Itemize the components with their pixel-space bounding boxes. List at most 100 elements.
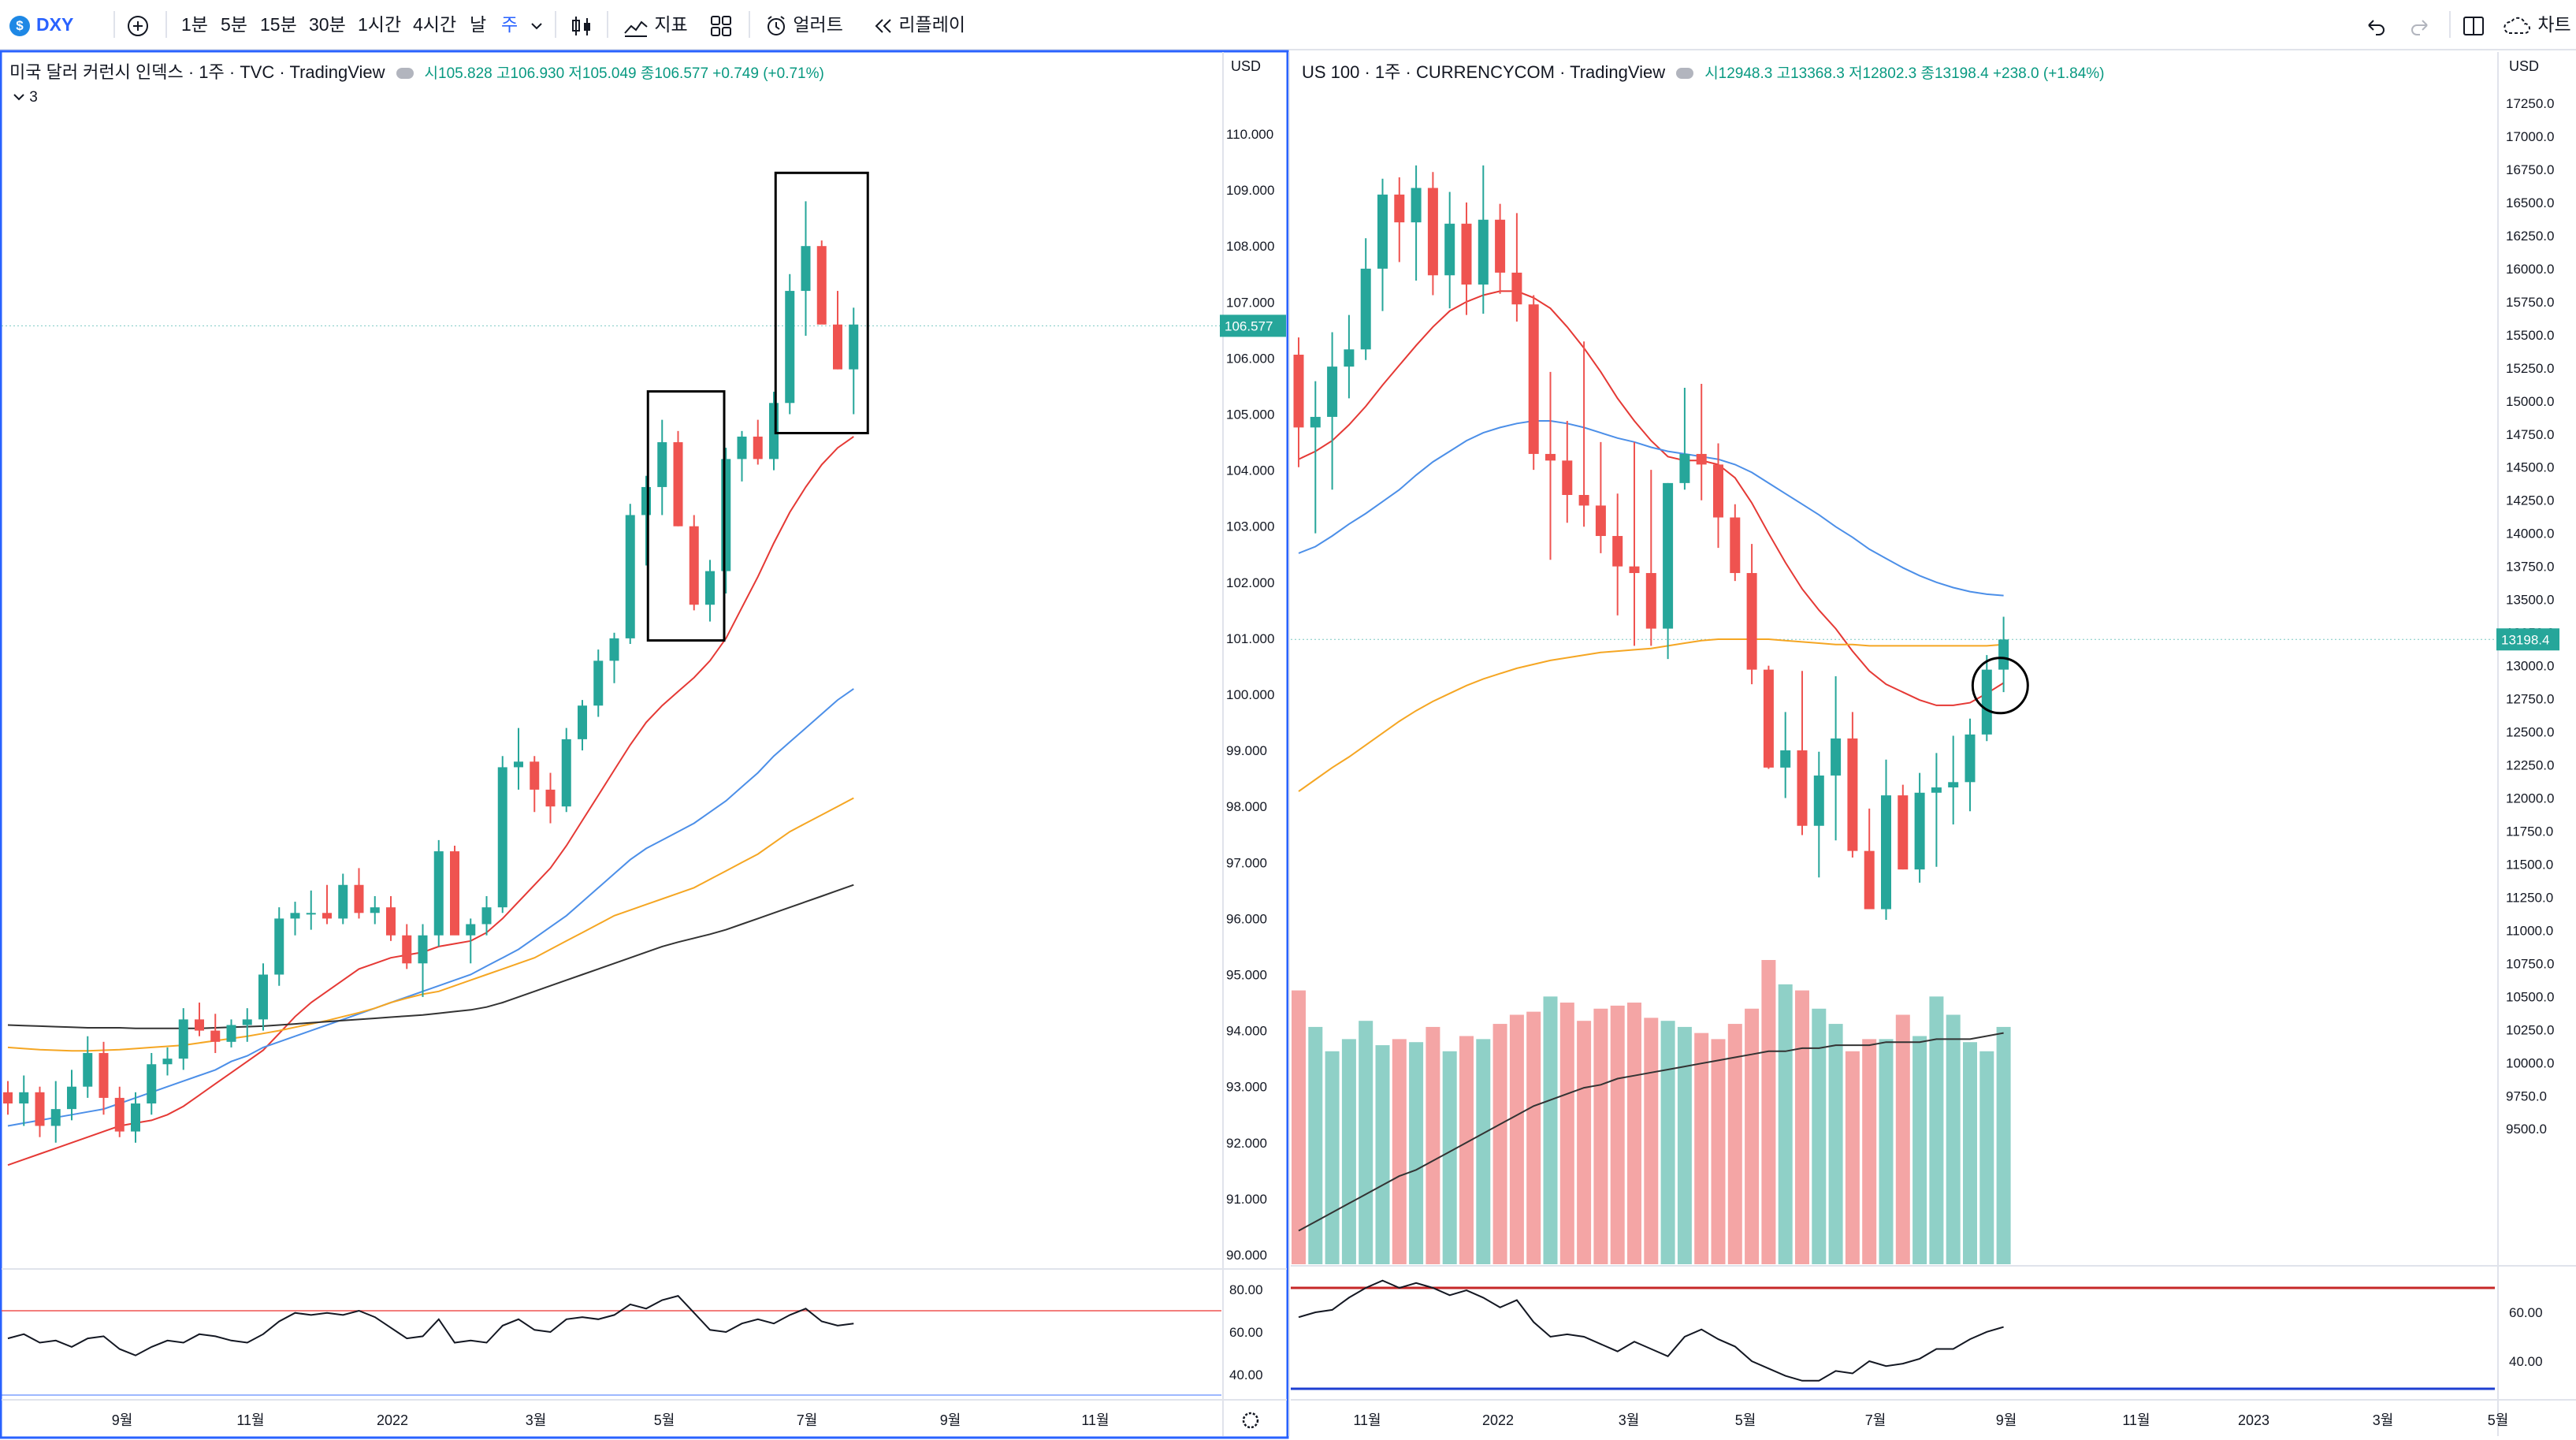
left-candle-19 xyxy=(306,913,316,915)
left-last-price-label: 106.577 xyxy=(1225,318,1273,333)
indicator-count: 3 xyxy=(29,89,38,106)
volume-bar-37 xyxy=(1912,1036,1927,1264)
right-y-tick: 17000.0 xyxy=(2506,129,2554,144)
save-chart-button[interactable]: 차트 xyxy=(2501,9,2571,39)
volume-bar-31 xyxy=(1812,1008,1827,1264)
right-x-tick: 5월 xyxy=(1735,1412,1756,1428)
right-chart-title[interactable]: US 100 · 1주 · CURRENCYCOM · TradingView xyxy=(1302,62,1666,82)
right-x-tick: 2022 xyxy=(1482,1412,1514,1428)
left-y-tick: 91.000 xyxy=(1226,1192,1267,1207)
left-ma-line-1 xyxy=(7,688,854,1127)
symbol-search[interactable]: $ DXY xyxy=(9,9,73,39)
volume-bar-10 xyxy=(1459,1036,1474,1264)
right-y-tick: 11000.0 xyxy=(2506,923,2553,938)
right-y-tick: 16500.0 xyxy=(2506,195,2554,210)
interval-15m[interactable]: 15분 xyxy=(260,14,297,35)
right-ma-line-2 xyxy=(1298,638,2004,792)
right-candle-36 xyxy=(1898,795,1909,870)
interval-4h[interactable]: 4시간 xyxy=(413,14,457,35)
volume-bar-3 xyxy=(1341,1039,1356,1264)
left-chart-panel: USD 110.000 109.000 108.000 107.000 106.000 10… xyxy=(0,50,1289,1439)
right-y-tick: 10000.0 xyxy=(2506,1055,2554,1070)
left-candle-25 xyxy=(402,935,412,964)
right-ma-line-0 xyxy=(1298,290,2005,706)
left-candle-40 xyxy=(641,486,651,515)
left-candle-26 xyxy=(418,935,428,964)
left-candle-14 xyxy=(226,1025,236,1042)
undo-button[interactable] xyxy=(2362,9,2386,39)
left-y-tick: 105.000 xyxy=(1226,407,1274,422)
right-candle-40 xyxy=(1965,734,1976,783)
volume-bar-39 xyxy=(1946,1014,1961,1264)
interval-5m[interactable]: 5분 xyxy=(221,14,247,35)
left-chart-title[interactable]: 미국 달러 커런시 인덱스 · 1주 · TVC · TradingView xyxy=(9,62,385,82)
redo-button[interactable] xyxy=(2410,9,2433,39)
left-y-tick: 110.000 xyxy=(1226,127,1273,142)
layout-button[interactable] xyxy=(709,9,733,39)
right-candle-33 xyxy=(1847,738,1858,851)
alert-button[interactable]: 얼러트 xyxy=(764,9,843,39)
visibility-eye-icon[interactable] xyxy=(1676,68,1694,80)
left-x-tick: 11월 xyxy=(1081,1412,1109,1428)
volume-bar-34 xyxy=(1862,1039,1877,1264)
left-y-tick: 96.000 xyxy=(1226,911,1267,926)
right-currency-label: USD xyxy=(2509,58,2539,74)
left-candle-4 xyxy=(67,1086,76,1110)
right-x-tick: 2023 xyxy=(2238,1412,2269,1428)
compare-add-button[interactable] xyxy=(126,9,150,39)
left-candle-13 xyxy=(210,1030,221,1042)
left-candle-21 xyxy=(338,884,348,919)
left-candle-47 xyxy=(753,436,763,460)
interval-30m[interactable]: 30분 xyxy=(309,14,346,35)
right-candle-6 xyxy=(1394,194,1405,223)
chart-type-button[interactable] xyxy=(569,9,594,39)
left-candle-31 xyxy=(497,767,507,908)
chevron-down-icon xyxy=(531,23,542,30)
interval-week[interactable]: 주 xyxy=(501,14,519,35)
chevron-down-icon xyxy=(13,94,24,101)
volume-bar-0 xyxy=(1292,990,1306,1264)
left-candle-38 xyxy=(609,638,619,661)
cloud-icon xyxy=(2504,17,2530,34)
visibility-eye-icon[interactable] xyxy=(396,68,414,80)
left-candle-45 xyxy=(721,459,731,571)
highlight-box-0 xyxy=(646,390,726,642)
panel-toggle-button[interactable] xyxy=(2462,9,2485,39)
volume-bar-7 xyxy=(1409,1042,1424,1264)
left-y-tick: 94.000 xyxy=(1226,1024,1267,1039)
left-candle-12 xyxy=(195,1019,204,1031)
candles-icon xyxy=(572,16,590,35)
interval-day[interactable]: 날 xyxy=(470,14,487,35)
volume-bar-29 xyxy=(1778,984,1793,1264)
right-candle-9 xyxy=(1444,223,1455,276)
replay-button[interactable]: 리플레이 xyxy=(872,9,965,39)
interval-dropdown[interactable] xyxy=(530,9,544,39)
right-candle-15 xyxy=(1545,453,1556,461)
left-candle-2 xyxy=(35,1092,45,1126)
volume-bar-12 xyxy=(1492,1024,1507,1264)
right-last-price-label: 13198.4 xyxy=(2501,632,2549,647)
right-candle-7 xyxy=(1411,188,1422,223)
right-candle-27 xyxy=(1746,573,1757,670)
volume-bar-24 xyxy=(1694,1033,1709,1264)
right-candle-25 xyxy=(1713,464,1723,518)
interval-1m[interactable]: 1분 xyxy=(181,14,208,35)
left-ma-line-2 xyxy=(7,797,854,1052)
indicators-button[interactable]: 지표 xyxy=(623,9,688,39)
left-y-tick: 92.000 xyxy=(1226,1136,1267,1151)
right-x-tick: 5월 xyxy=(2488,1412,2509,1428)
volume-bar-33 xyxy=(1845,1051,1860,1264)
left-y-tick: 107.000 xyxy=(1226,295,1274,310)
symbol-logo-icon: $ xyxy=(9,15,30,36)
volume-bar-26 xyxy=(1727,1024,1742,1264)
right-y-tick: 14000.0 xyxy=(2506,527,2554,541)
volume-bar-13 xyxy=(1509,1014,1524,1264)
settings-gear-icon[interactable] xyxy=(1242,1412,1259,1429)
right-candle-18 xyxy=(1595,505,1606,537)
left-panel-border xyxy=(0,50,1289,1439)
interval-1h[interactable]: 1시간 xyxy=(358,14,402,35)
right-osc-y-tick: 60.00 xyxy=(2509,1305,2543,1320)
left-candle-48 xyxy=(769,403,779,460)
volume-bar-17 xyxy=(1577,1021,1592,1264)
indicator-toggle[interactable]: 3 xyxy=(13,89,38,106)
